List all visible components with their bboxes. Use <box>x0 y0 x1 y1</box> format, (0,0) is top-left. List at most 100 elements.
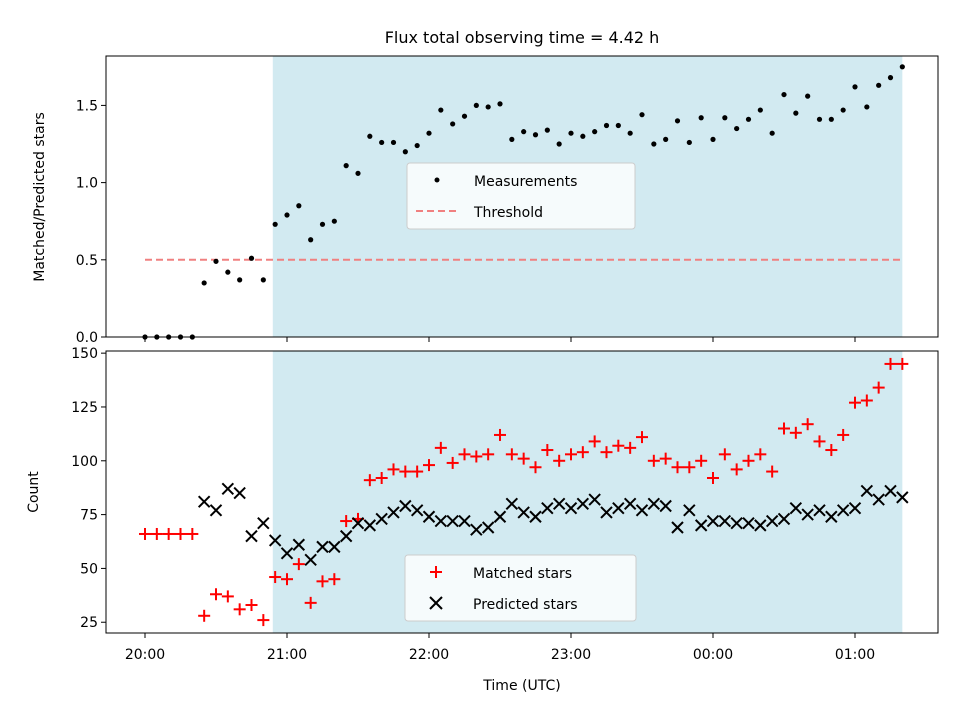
matched-star-point <box>730 463 743 476</box>
measurement-point <box>828 116 834 122</box>
matched-star-point <box>553 454 566 467</box>
predicted-star-point <box>245 529 258 543</box>
measurement-point <box>840 107 846 113</box>
x-tick-label: 23:00 <box>551 647 591 663</box>
matched-star-point <box>139 527 151 540</box>
matched-star-point <box>860 394 873 407</box>
matched-star-point <box>742 454 755 467</box>
measurement-point <box>390 139 397 146</box>
measurement-point <box>769 130 775 136</box>
matched-star-point <box>186 527 199 540</box>
matched-star-point <box>872 381 885 394</box>
matched-star-point <box>884 357 897 370</box>
measurement-point <box>272 221 278 227</box>
matched-star-point <box>340 515 353 528</box>
matched-star-point <box>482 448 495 461</box>
predicted-star-point <box>399 499 412 513</box>
predicted-star-point <box>647 497 661 511</box>
bottom-axis: 25 50 75 100 125 150 20:00 21:00 22:00 23:00 00:00… <box>71 346 875 663</box>
predicted-star-point <box>257 517 270 530</box>
measurement-point <box>438 107 444 113</box>
measurement-point <box>793 110 799 116</box>
predicted-star-point <box>517 506 530 519</box>
measurement-point <box>899 64 905 70</box>
bottom-series-layer <box>139 357 909 627</box>
matched-star-point <box>636 431 648 444</box>
matched-star-point <box>316 575 329 588</box>
predicted-star-point <box>683 504 696 517</box>
measurement-point <box>816 116 823 122</box>
matched-star-point <box>683 461 696 474</box>
y-tick-label: 50 <box>80 561 98 577</box>
measurement-point <box>426 130 432 136</box>
matched-legend-marker <box>430 566 442 578</box>
predicted-star-point <box>363 519 377 532</box>
predicted-star-point <box>564 501 578 515</box>
ratio-panel: 0.0 0.5 1.0 1.5 Matched/Predicted stars Mea… <box>32 55 939 346</box>
matched-star-point <box>695 454 708 467</box>
predicted-star-point <box>197 495 211 508</box>
predicted-star-point <box>789 501 803 515</box>
measurement-point <box>473 102 479 109</box>
matched-star-point <box>647 454 660 467</box>
matched-star-point <box>576 446 589 459</box>
matched-star-point <box>233 603 246 616</box>
matched-star-point <box>588 435 601 448</box>
top-axis: 0.0 0.5 1.0 1.5 <box>76 98 856 346</box>
predicted-star-point <box>328 540 341 554</box>
matched-star-point <box>198 609 211 622</box>
predicted-star-point <box>742 517 755 530</box>
predicted-star-point <box>836 504 850 517</box>
measurement-point <box>745 116 752 122</box>
measurement-point <box>532 132 539 138</box>
matched-star-point <box>529 461 542 474</box>
measurement-point <box>402 149 408 155</box>
predicted-star-point <box>801 508 814 521</box>
matched-star-point <box>470 450 483 463</box>
measurement-point <box>308 237 314 243</box>
measurement-point <box>201 280 207 286</box>
measurements-legend-marker <box>434 177 440 183</box>
predicted-star-point <box>754 519 767 532</box>
top-legend: Measurements Threshold <box>406 162 636 230</box>
bottom-legend: Matched stars Predicted stars <box>404 554 637 622</box>
matched-star-point <box>789 426 802 439</box>
measurement-point <box>627 130 633 136</box>
y-tick-label: 0.0 <box>76 330 98 346</box>
predicted-star-point <box>576 497 590 511</box>
matched-star-point <box>612 439 625 452</box>
matched-star-point <box>174 527 187 540</box>
matched-star-point <box>600 446 613 459</box>
matched-star-point <box>707 472 719 485</box>
x-tick-label: 22:00 <box>409 647 449 663</box>
predicted-star-point <box>304 553 317 567</box>
matched-star-point <box>150 527 163 540</box>
matched-star-point <box>766 465 779 478</box>
measurement-point <box>781 91 787 98</box>
matched-star-point <box>754 448 767 461</box>
measurement-point <box>757 107 763 113</box>
measurement-point <box>710 136 716 142</box>
predicted-star-point <box>375 512 388 526</box>
predicted-star-point <box>777 512 791 526</box>
measurement-point <box>497 101 503 107</box>
matched-star-point <box>387 463 400 476</box>
matched-star-point <box>281 573 293 586</box>
bottom-y-axis-label: Count <box>26 471 42 513</box>
matched-star-point <box>517 452 530 465</box>
measurement-point <box>686 139 692 146</box>
matched-star-point <box>446 456 459 469</box>
bottom-legend-box <box>404 554 637 622</box>
measurement-point <box>698 115 704 121</box>
measurement-point <box>225 269 231 275</box>
measurement-point <box>521 129 527 135</box>
matched-star-point <box>304 596 317 609</box>
measurement-point <box>367 133 373 139</box>
top-series-layer <box>142 64 905 340</box>
measurement-point <box>450 121 456 127</box>
y-tick-label: 1.5 <box>76 98 98 114</box>
matched-star-point <box>565 448 577 461</box>
measurement-point <box>296 203 302 209</box>
top-legend-box <box>406 162 636 230</box>
